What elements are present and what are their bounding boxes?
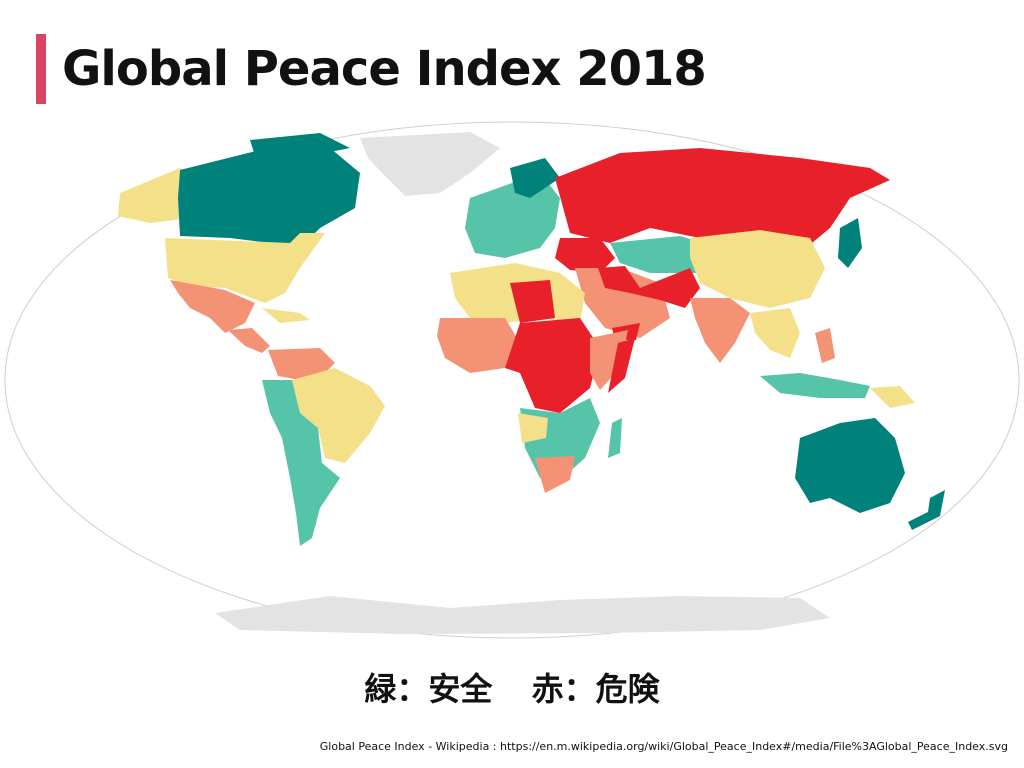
region-angola-zambia [518,413,548,443]
region-central-america [228,328,270,353]
region-ukraine-turkey [555,238,615,273]
region-indonesia [760,373,870,398]
region-somalia [608,338,635,393]
region-japan [838,218,862,268]
region-madagascar [608,418,622,458]
region-brazil [292,368,385,463]
region-papua [870,386,915,408]
region-philippines [815,328,835,363]
title-accent-bar [36,34,46,104]
region-greenland [360,132,500,196]
region-west-africa [437,318,520,373]
region-conflict-asia [598,266,700,308]
world-map-svg [4,121,1020,639]
source-citation: Global Peace Index - Wikipedia : https:/… [319,740,1008,753]
region-caribbean [262,308,310,323]
region-southern-south-america [262,380,340,546]
region-central-africa [505,318,600,413]
region-mexico [170,280,255,333]
region-usa [165,233,325,303]
region-new-zealand [908,490,945,530]
region-australia [795,418,905,513]
region-scandinavia [510,158,560,198]
region-arctic-islands [250,133,350,158]
region-canada [178,148,360,248]
world-map [0,118,1024,648]
page-title: Global Peace Index 2018 [62,41,707,97]
legend-green-safe: 緑：安全 [364,670,493,708]
region-northern-south-america [268,348,335,380]
region-russia [555,148,890,253]
region-europe [465,173,560,258]
region-libya-sahel [510,280,555,323]
region-china [690,230,825,308]
region-antarctica [215,596,830,634]
legend-red-danger: 赤：危険 [531,670,660,708]
region-india [690,298,750,363]
region-southeast-asia [750,308,800,358]
region-south-africa [535,456,575,493]
color-legend: 緑：安全 赤：危険 [0,664,1024,710]
